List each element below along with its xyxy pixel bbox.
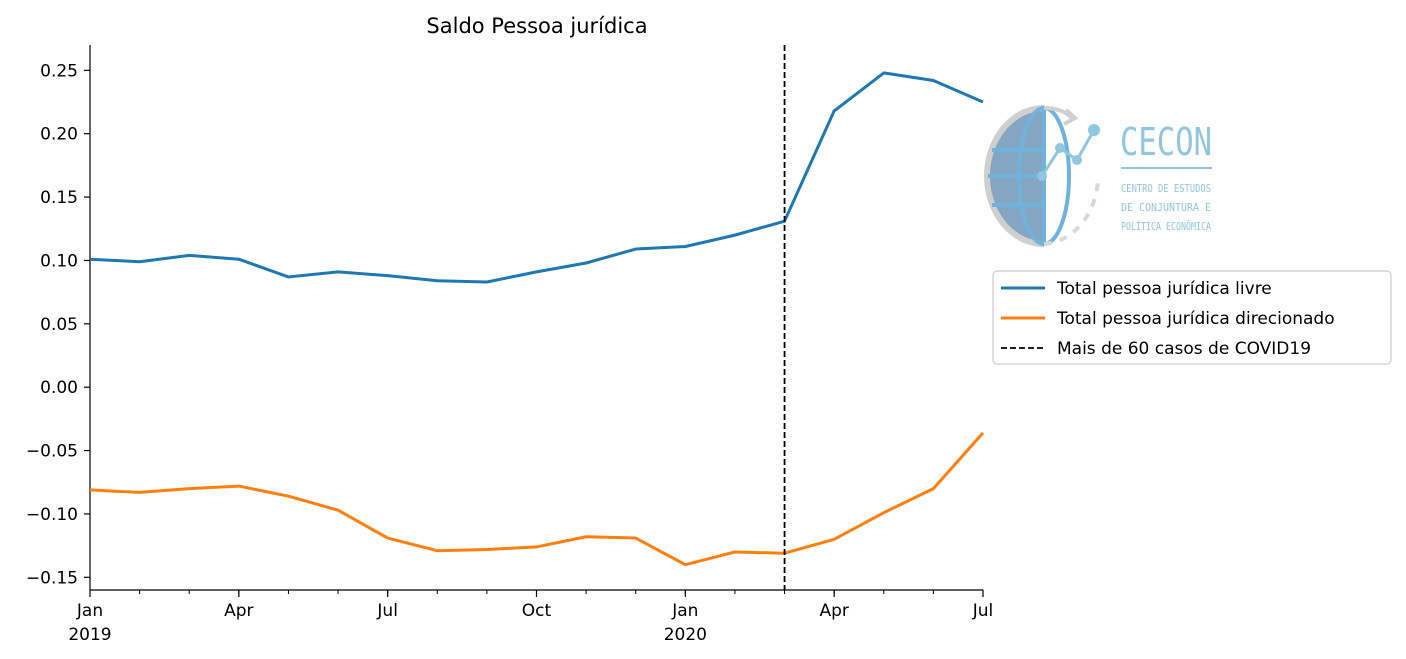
series-line-1	[89, 431, 985, 567]
logo-line-2: DE CONJUNTURA E	[1121, 201, 1211, 214]
legend-label-direcionado: Total pessoa jurídica direcionado	[1056, 309, 1335, 329]
series-group	[89, 71, 985, 567]
x-tick-label: Oct	[522, 601, 552, 621]
cecon-logo: CECON CENTRO DE ESTUDOS DE CONJUNTURA E …	[984, 105, 1212, 247]
x-tick-label: Apr	[819, 601, 848, 621]
x-tick-label: Jan	[76, 601, 103, 621]
legend-label-covid: Mais de 60 casos de COVID19	[1057, 339, 1311, 359]
y-tick-label: 0.05	[40, 315, 78, 335]
globe-icon	[984, 105, 1101, 247]
y-tick-label: −0.05	[26, 442, 78, 462]
x-tick-label: Apr	[224, 601, 253, 621]
x-tick-label: Jan	[671, 601, 698, 621]
legend-label-livre: Total pessoa jurídica livre	[1056, 279, 1272, 299]
x-tick-label: Jul	[972, 601, 994, 621]
y-tick-label: −0.10	[26, 505, 78, 525]
x-tick-sublabel: 2019	[68, 625, 111, 645]
y-tick-label: 0.10	[40, 251, 78, 271]
y-tick-label: 0.20	[40, 125, 78, 145]
logo-name: CECON	[1120, 120, 1212, 164]
series-line-0	[89, 71, 984, 284]
x-tick-label: Jul	[376, 601, 398, 621]
chart-title: Saldo Pessoa jurídica	[426, 14, 647, 38]
x-tick-sublabel: 2020	[664, 625, 707, 645]
axes: 0.25 0.20 0.15 0.10 0.05 0.00 −0.05 −0.10 −0.15 J…	[26, 45, 993, 645]
y-tick-label: 0.00	[40, 378, 78, 398]
y-tick-label: −0.15	[26, 568, 78, 588]
legend: Total pessoa jurídica livre Total pessoa…	[992, 270, 1392, 365]
legend-frame	[992, 270, 1392, 365]
y-tick-label: 0.15	[40, 188, 78, 208]
logo-line-1: CENTRO DE ESTUDOS	[1121, 182, 1211, 195]
y-tick-label: 0.25	[40, 61, 78, 81]
logo-line-3: POLÍTICA ECONÔMICA	[1121, 220, 1211, 233]
